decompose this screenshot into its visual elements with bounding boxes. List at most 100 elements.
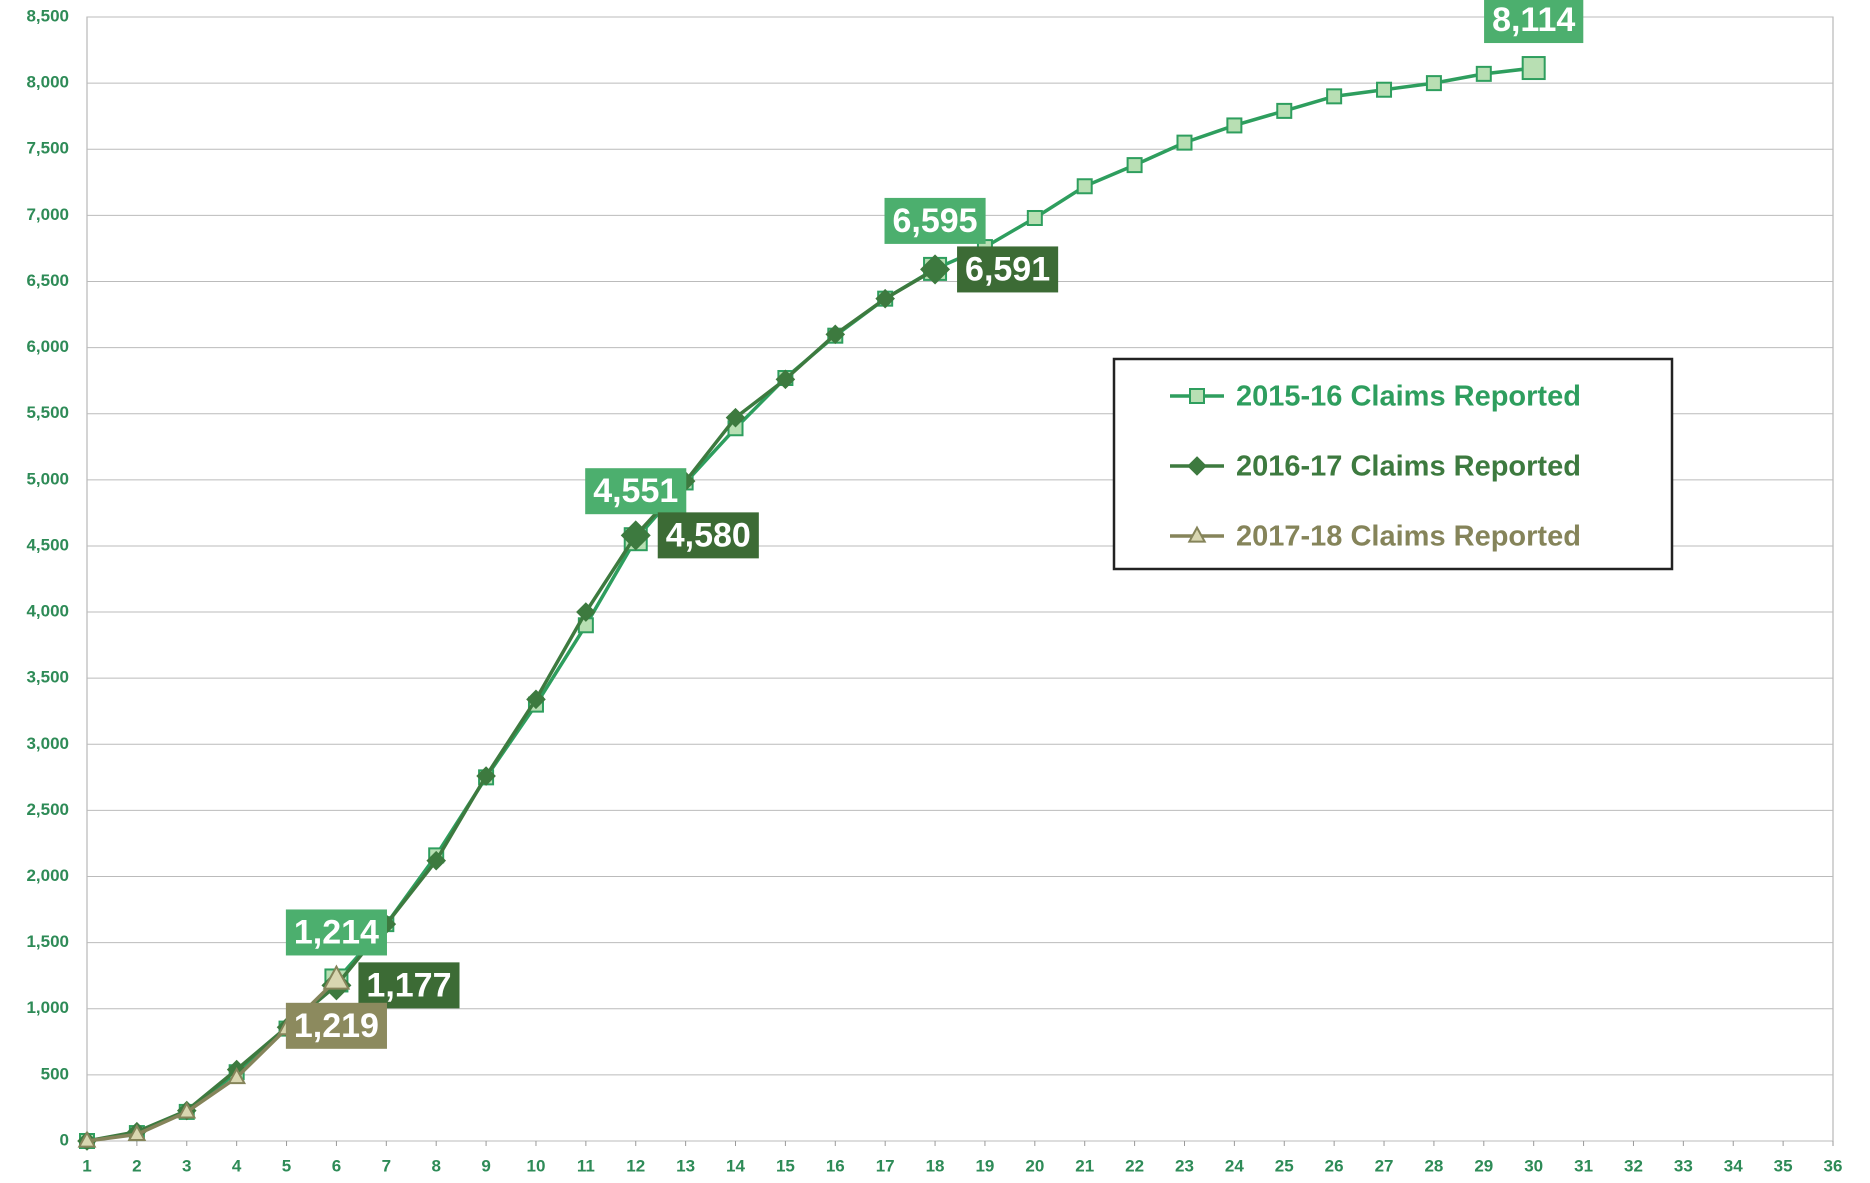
- y-tick-label: 0: [60, 1130, 69, 1149]
- marker: [1189, 388, 1205, 404]
- y-tick-label: 8,500: [26, 6, 69, 25]
- series-line: [86, 66, 1534, 1143]
- x-tick-label: 4: [232, 1156, 242, 1175]
- label-box: [657, 512, 759, 559]
- y-tick-label: 3,500: [26, 668, 69, 687]
- y-tick-label: 2,000: [26, 866, 69, 885]
- data-label: 4,551: [593, 472, 678, 510]
- label-box: [358, 962, 460, 1009]
- x-tick-label: 33: [1674, 1156, 1693, 1175]
- x-tick-label: 16: [826, 1156, 845, 1175]
- x-tick-label: 31: [1574, 1156, 1593, 1175]
- x-tick-label: 21: [1075, 1156, 1094, 1175]
- x-tick-label: 34: [1724, 1156, 1743, 1175]
- x-tick-label: 12: [626, 1156, 645, 1175]
- marker: [526, 689, 546, 710]
- x-tick-label: 32: [1624, 1156, 1643, 1175]
- y-tick-label: 5,000: [26, 469, 69, 488]
- series-line: [86, 267, 936, 1143]
- data-label-box: 6,595: [884, 197, 986, 244]
- legend-label: 2017-18 Claims Reported: [1236, 521, 1581, 553]
- marker: [1187, 525, 1207, 543]
- marker: [1376, 81, 1393, 98]
- marker: [1126, 157, 1143, 174]
- marker: [476, 766, 496, 786]
- y-tick-label: 6,500: [26, 271, 69, 290]
- x-tick-label: 18: [926, 1156, 945, 1175]
- y-tick-label: 2,500: [26, 800, 69, 819]
- marker: [576, 602, 596, 622]
- y-tick-label: 7,500: [26, 139, 69, 158]
- label-box: [957, 246, 1059, 293]
- x-tick-label: 26: [1325, 1156, 1344, 1175]
- marker: [1425, 75, 1442, 92]
- label-box: [884, 197, 986, 244]
- data-label-box: 4,580: [657, 512, 759, 559]
- legend-label: 2015-16 Claims Reported: [1236, 381, 1581, 413]
- marker: [1326, 88, 1343, 105]
- y-tick-label: 4,000: [26, 602, 69, 621]
- x-tick-label: 23: [1175, 1156, 1194, 1175]
- marker: [426, 850, 447, 871]
- data-label: 4,580: [666, 516, 751, 554]
- x-tick-label: 7: [382, 1156, 391, 1175]
- x-tick-label: 29: [1474, 1156, 1493, 1175]
- label-box: [1484, 0, 1584, 44]
- marker: [725, 407, 746, 428]
- marker: [1076, 178, 1093, 195]
- y-tick-label: 6,000: [26, 337, 69, 356]
- x-tick-label: 9: [481, 1156, 490, 1175]
- marker: [1475, 65, 1492, 82]
- marker: [127, 1123, 147, 1141]
- y-tick-label: 500: [41, 1064, 69, 1083]
- data-label: 6,595: [893, 202, 978, 240]
- marker: [1026, 209, 1043, 226]
- legend-label: 2016-17 Claims Reported: [1236, 451, 1581, 483]
- marker: [1276, 102, 1293, 119]
- data-label-box: 1,177: [358, 962, 460, 1009]
- x-tick-label: 2: [132, 1156, 141, 1175]
- marker: [322, 964, 351, 990]
- x-tick-label: 25: [1275, 1156, 1294, 1175]
- x-tick-label: 14: [726, 1156, 745, 1175]
- label-box: [585, 468, 687, 515]
- data-label: 1,214: [294, 913, 379, 951]
- x-tick-label: 5: [282, 1156, 291, 1175]
- marker: [227, 1067, 247, 1085]
- data-label-box: 1,214: [285, 909, 387, 956]
- x-tick-label: 27: [1375, 1156, 1394, 1175]
- y-tick-label: 1,500: [26, 932, 69, 951]
- x-tick-label: 30: [1524, 1156, 1543, 1175]
- legend-box: [1112, 357, 1674, 571]
- marker: [1521, 56, 1546, 81]
- y-tick-label: 8,000: [26, 73, 69, 92]
- x-tick-label: 6: [332, 1156, 341, 1175]
- data-label-box: 8,114: [1484, 0, 1584, 44]
- data-label: 6,591: [965, 250, 1050, 288]
- marker: [825, 324, 846, 345]
- x-tick-label: 1: [82, 1156, 91, 1175]
- data-label: 1,177: [366, 966, 451, 1004]
- x-tick-label: 15: [776, 1156, 795, 1175]
- x-tick-label: 19: [975, 1156, 994, 1175]
- x-tick-label: 8: [431, 1156, 440, 1175]
- marker: [920, 254, 951, 285]
- y-tick-label: 3,000: [26, 734, 69, 753]
- marker: [875, 288, 895, 309]
- data-label-box: 1,219: [285, 1002, 387, 1049]
- x-tick-label: 3: [182, 1156, 191, 1175]
- x-tick-label: 13: [676, 1156, 695, 1175]
- x-tick-label: 24: [1225, 1156, 1244, 1175]
- marker: [177, 1101, 197, 1119]
- x-tick-label: 11: [577, 1156, 595, 1175]
- data-label-box: 6,591: [957, 246, 1059, 293]
- marker: [620, 520, 651, 551]
- x-tick-label: 36: [1824, 1156, 1843, 1175]
- data-label: 8,114: [1492, 1, 1575, 39]
- x-tick-label: 17: [876, 1156, 895, 1175]
- marker: [775, 369, 796, 390]
- marker: [77, 1130, 97, 1148]
- marker: [1226, 117, 1243, 134]
- y-tick-label: 1,000: [26, 998, 69, 1017]
